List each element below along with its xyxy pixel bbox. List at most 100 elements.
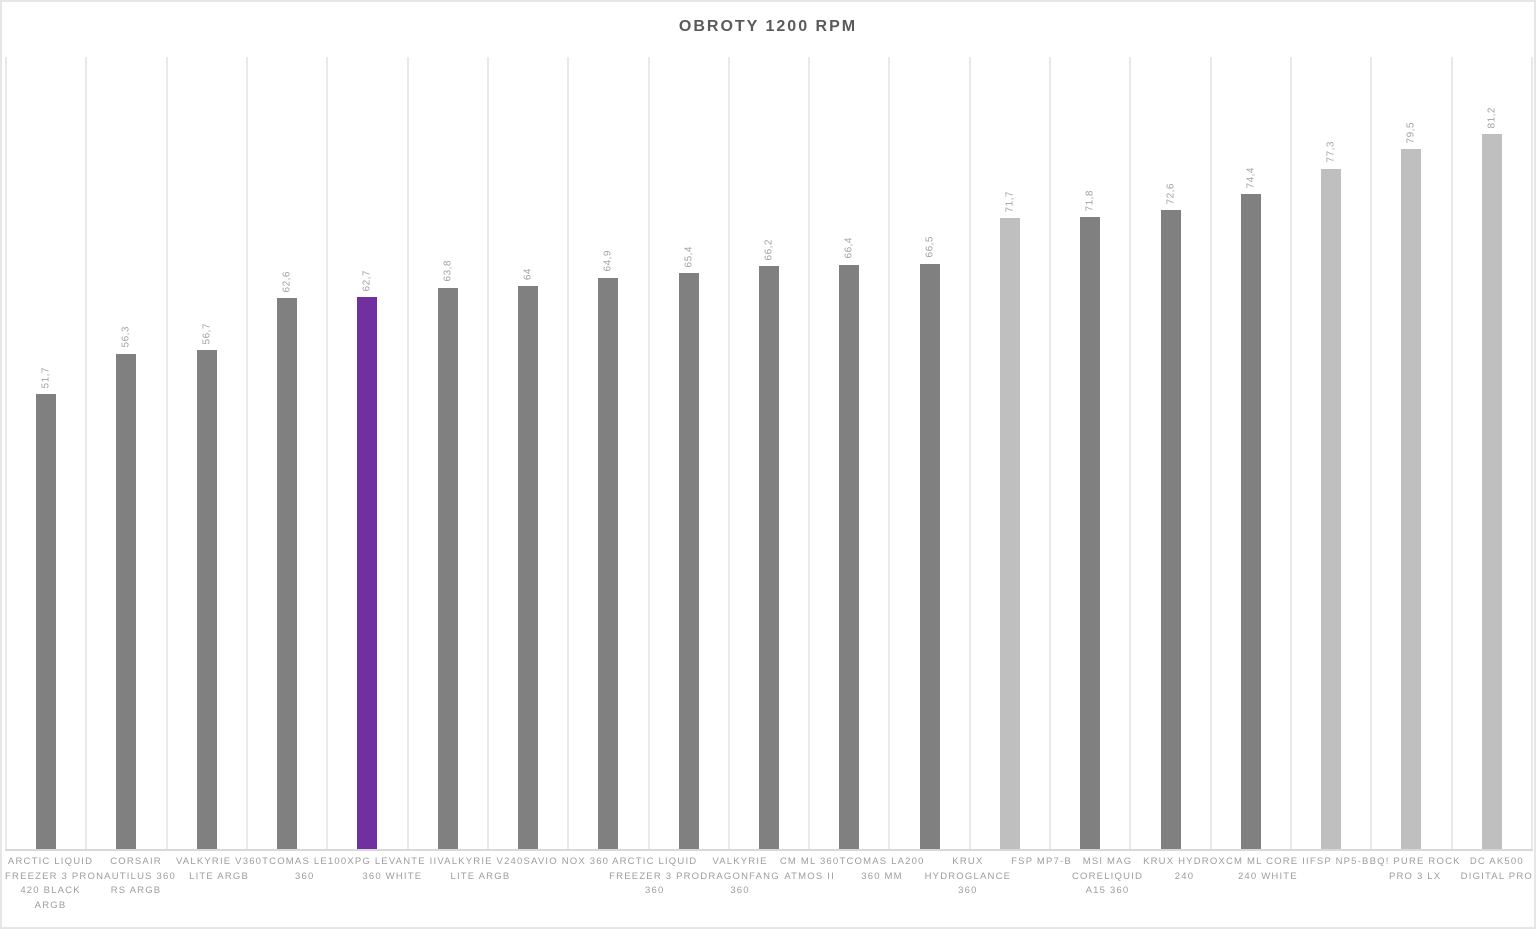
bar — [1401, 149, 1422, 849]
bar-value-label: 62,6 — [281, 270, 293, 293]
bar-value-label: 71,7 — [1004, 190, 1016, 213]
bar-value-label: 79,5 — [1405, 121, 1417, 144]
category-label-line: KRUX HYDROX — [1143, 856, 1226, 867]
bar-value-label: 81,2 — [1486, 106, 1498, 129]
category-label-line: VALKYRIE — [712, 856, 768, 867]
category-cell: 62,7 — [326, 57, 406, 849]
category-cell: 56,7 — [165, 57, 246, 849]
category-label-line: CORSAIR — [110, 856, 162, 867]
category-label: BQ! PURE ROCK PRO 3 LX — [1370, 855, 1461, 913]
category-label: SAVIO NOX 360 — [524, 855, 610, 913]
category-label: DC AK500 DIGITAL PRO — [1461, 855, 1533, 913]
category-cell: 64,9 — [567, 57, 647, 849]
bar — [1160, 210, 1181, 849]
category-cell: 71,7 — [968, 57, 1049, 849]
category-label-line: 420 BLACK — [20, 885, 81, 896]
category-label-line: NAUTILUS 360 — [96, 870, 176, 882]
bar — [357, 297, 378, 849]
category-label-line: ARCTIC LIQUID — [612, 856, 698, 867]
category-cell: 66,4 — [808, 57, 888, 849]
category-label-line: DC AK500 — [1469, 856, 1524, 867]
bar-value-label: 74,4 — [1245, 166, 1257, 189]
bar — [1080, 217, 1101, 849]
category-label: VALKYRIE DRAGONFANG 360 — [700, 855, 780, 913]
bar-value-label: 66,5 — [924, 236, 936, 258]
category-label: FSP MP7-B — [1011, 855, 1072, 913]
category-label: KRUX HYDROGLANCE 360 — [925, 855, 1012, 913]
category-label-line: VALKYRIE V360 — [175, 856, 263, 867]
category-cell: 64 — [486, 57, 567, 849]
bar — [116, 353, 137, 849]
category-label: CM ML CORE II 240 WHITE — [1226, 855, 1310, 913]
category-cell: 72,6 — [1129, 57, 1209, 849]
category-label-line: ARGB — [34, 899, 67, 911]
category-label-line: FREEZER 3 PRO — [609, 870, 701, 882]
category-label-line: TCOMAS LE100 — [262, 856, 348, 867]
category-label-line: 360 — [730, 885, 750, 896]
bar-value-label: 56,3 — [120, 326, 132, 348]
bar — [196, 350, 217, 849]
plot-area: 51,7 56,3 56,7 62,6 62,7 63,8 64 64,9 65,4 66,2 66… — [5, 57, 1533, 851]
bar — [758, 266, 779, 849]
category-cell: 77,3 — [1290, 57, 1370, 849]
bar-value-label: 51,7 — [40, 366, 52, 389]
category-label-line: 240 WHITE — [1237, 870, 1298, 882]
category-label-line: CM ML 360 — [779, 856, 840, 867]
category-label: ARCTIC LIQUID FREEZER 3 PRO 360 — [609, 855, 700, 913]
bar-value-label: 62,7 — [361, 269, 373, 292]
bar — [1240, 194, 1261, 849]
category-label: VALKYRIE V240 LITE ARGB — [437, 855, 523, 913]
category-label: MSI MAG CORELIQUID A15 360 — [1072, 855, 1143, 913]
category-label-line: FSP MP7-B — [1011, 856, 1072, 867]
bar-value-label: 56,7 — [201, 322, 213, 345]
bar-value-label: 65,4 — [683, 246, 695, 268]
category-label: XPG LEVANTE II 360 WHITE — [347, 855, 437, 913]
category-cell: 66,5 — [888, 57, 968, 849]
category-label: VALKYRIE V360 LITE ARGB — [176, 855, 262, 913]
category-label-line: VALKYRIE V240 — [437, 856, 524, 867]
category-label-line: 360 — [958, 885, 978, 896]
category-label-line: LITE ARGB — [450, 870, 511, 882]
category-cell: 74,4 — [1209, 57, 1290, 849]
category-label-line: FREEZER 3 PRO — [5, 870, 97, 882]
bar — [919, 263, 940, 849]
category-label-line: CORELIQUID — [1071, 870, 1144, 882]
bar — [598, 277, 619, 849]
category-label-line: TCOMAS LA200 — [839, 856, 925, 867]
category-label-line: HYDROGLANCE — [924, 870, 1012, 882]
category-label-line: ATMOS II — [784, 870, 835, 882]
category-label-line: SAVIO NOX 360 — [523, 856, 610, 867]
category-cell: 56,3 — [85, 57, 165, 849]
category-label-line: FSP NP5-B — [1309, 856, 1370, 867]
bar — [839, 264, 860, 849]
category-label: CORSAIR NAUTILUS 360 RS ARGB — [96, 855, 176, 913]
category-label-line: DIGITAL PRO — [1460, 870, 1533, 882]
bar — [437, 287, 458, 849]
category-cell: 71,8 — [1049, 57, 1129, 849]
category-label-line: XPG LEVANTE II — [347, 856, 438, 867]
category-label-line: DRAGONFANG — [700, 870, 780, 882]
bar — [518, 285, 539, 849]
category-label-line: LITE ARGB — [189, 870, 250, 882]
bar — [999, 218, 1020, 849]
category-label: FSP NP5-B — [1310, 855, 1370, 913]
bar — [1481, 134, 1502, 849]
category-labels-row: ARCTIC LIQUID FREEZER 3 PRO 420 BLACK ARGB C… — [5, 855, 1533, 913]
category-label: KRUX HYDROX 240 — [1143, 855, 1226, 913]
bar — [36, 394, 57, 849]
category-cell: 81,2 — [1450, 57, 1533, 849]
category-label-line: BQ! PURE ROCK — [1369, 856, 1461, 867]
bar — [277, 298, 298, 849]
category-label-line: MSI MAG — [1082, 856, 1133, 867]
bar — [678, 273, 699, 849]
category-label-line: 360 — [295, 870, 315, 882]
bar-value-label: 71,8 — [1084, 189, 1096, 212]
bar-value-label: 72,6 — [1165, 182, 1177, 205]
category-cell: 51,7 — [5, 57, 85, 849]
category-label-line: KRUX — [952, 856, 984, 867]
bar-value-label: 64 — [522, 267, 534, 280]
category-label-line: 360 MM — [861, 870, 903, 882]
category-label-line: 360 — [644, 885, 665, 896]
bar-value-label: 66,4 — [843, 237, 855, 259]
